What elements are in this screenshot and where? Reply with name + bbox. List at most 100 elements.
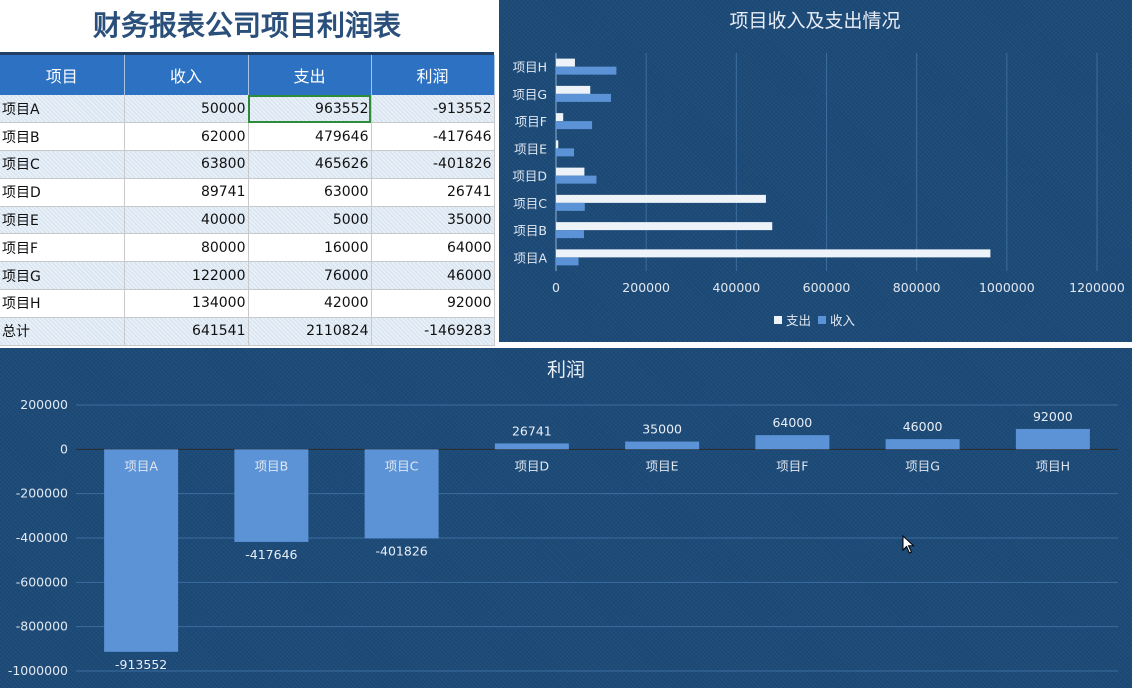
- cell-profit[interactable]: 26741: [371, 178, 495, 207]
- y-tick-label: 项目D: [512, 169, 547, 184]
- cell-expense[interactable]: 2110824: [248, 317, 372, 346]
- cell-name[interactable]: 项目F: [0, 233, 125, 263]
- bar-income: [556, 202, 585, 211]
- x-tick-label: 项目E: [646, 458, 679, 473]
- y-tick-label: 200000: [20, 397, 68, 412]
- y-tick-label: 0: [60, 441, 68, 456]
- cell-income[interactable]: 134000: [124, 289, 249, 318]
- cell-expense[interactable]: 479646: [248, 122, 372, 152]
- profit-bar: [885, 439, 960, 450]
- x-tick-label: 200000: [622, 280, 670, 295]
- cell-name[interactable]: 项目G: [0, 261, 125, 291]
- column-header-item[interactable]: 项目: [0, 55, 125, 95]
- table-row: 项目H 134000 42000 92000: [0, 289, 495, 318]
- cell-income[interactable]: 80000: [124, 233, 249, 263]
- column-header-expense[interactable]: 支出: [248, 55, 372, 95]
- income-expense-chart[interactable]: 项目收入及支出情况 0 200000 400000 600000 800000 100000…: [499, 0, 1132, 342]
- column-header-income[interactable]: 收入: [124, 55, 249, 95]
- chart-title: 项目收入及支出情况: [729, 10, 900, 32]
- x-tick-label: 1200000: [1069, 280, 1125, 295]
- data-label: -417646: [245, 547, 297, 562]
- bar-expense: [556, 249, 991, 258]
- cell-name[interactable]: 项目E: [0, 206, 125, 235]
- column-header-profit[interactable]: 利润: [371, 55, 495, 95]
- y-tick-label: 项目E: [514, 141, 547, 156]
- table-row: 项目F 80000 16000 64000: [0, 233, 495, 263]
- profit-bar: [494, 443, 569, 450]
- cell-profit[interactable]: -913552: [371, 95, 495, 124]
- cell-expense[interactable]: 76000: [248, 261, 372, 291]
- bar-income: [556, 230, 584, 239]
- cell-name[interactable]: 项目B: [0, 122, 125, 152]
- cell-expense[interactable]: 5000: [248, 206, 372, 235]
- profit-report-table-panel: 财务报表公司项目利润表 项目 收入 支出 利润 项目A 50000 963552 -9…: [0, 0, 496, 346]
- x-tick-label: 400000: [712, 280, 760, 295]
- x-tick-label: 1000000: [979, 280, 1035, 295]
- cell-profit[interactable]: -417646: [371, 122, 495, 152]
- table-body: 项目A 50000 963552 -913552 项目B 62000 479646 -4176…: [0, 95, 495, 346]
- cell-profit[interactable]: 46000: [371, 261, 495, 291]
- cell-income[interactable]: 62000: [124, 122, 249, 152]
- y-tick-label: 项目A: [513, 250, 547, 265]
- cell-name[interactable]: 项目A: [0, 95, 125, 124]
- cell-income[interactable]: 122000: [124, 261, 249, 291]
- cell-profit[interactable]: -1469283: [371, 317, 495, 346]
- cell-name[interactable]: 项目D: [0, 178, 125, 207]
- table-row: 项目A 50000 963552 -913552: [0, 95, 495, 124]
- cell-expense[interactable]: 16000: [248, 233, 372, 263]
- cell-income[interactable]: 50000: [124, 95, 249, 124]
- cell-profit[interactable]: 64000: [371, 233, 495, 263]
- data-label: 46000: [903, 419, 943, 434]
- bar-income: [556, 257, 579, 266]
- legend-swatch: [818, 316, 826, 324]
- table-row: 总计 641541 2110824 -1469283: [0, 317, 495, 346]
- bar-expense: [556, 85, 591, 94]
- x-tick-label: 0: [552, 280, 560, 295]
- cell-profit[interactable]: -401826: [371, 150, 495, 179]
- cell-name[interactable]: 总计: [0, 317, 125, 346]
- cell-name[interactable]: 项目H: [0, 289, 125, 318]
- legend-label: 收入: [830, 313, 856, 328]
- cell-income[interactable]: 40000: [124, 206, 249, 235]
- bar-income: [556, 121, 593, 130]
- x-tick-label: 项目D: [515, 458, 550, 473]
- bar-expense: [556, 222, 773, 231]
- table-row: 项目C 63800 465626 -401826: [0, 150, 495, 179]
- y-tick-label: 项目C: [513, 196, 547, 211]
- cell-profit[interactable]: 35000: [371, 206, 495, 235]
- y-tick-label: -600000: [16, 574, 68, 589]
- x-tick-label: 项目A: [124, 458, 158, 473]
- x-tick-label: 项目H: [1036, 458, 1070, 473]
- cell-expense[interactable]: 63000: [248, 178, 372, 207]
- x-tick-label: 项目B: [255, 458, 289, 473]
- x-tick-label: 项目G: [905, 458, 940, 473]
- report-table: 项目 收入 支出 利润 项目A 50000 963552 -913552 项目B 6200…: [0, 55, 495, 346]
- table-row: 项目G 122000 76000 46000: [0, 261, 495, 291]
- bar-expense: [556, 140, 559, 149]
- x-tick-label: 600000: [803, 280, 851, 295]
- report-title: 财务报表公司项目利润表: [92, 9, 401, 42]
- cell-income[interactable]: 89741: [124, 178, 249, 207]
- y-tick-label: -200000: [16, 486, 68, 501]
- data-label: 64000: [772, 415, 812, 430]
- income-expense-chart-panel: 项目收入及支出情况 0 200000 400000 600000 800000 100000…: [499, 0, 1132, 342]
- y-tick-label: 项目F: [515, 114, 547, 129]
- cell-expense[interactable]: 465626: [248, 150, 372, 179]
- data-label: 35000: [642, 422, 682, 437]
- cell-name[interactable]: 项目C: [0, 150, 125, 179]
- profit-bar: [755, 435, 830, 450]
- profit-chart[interactable]: 利润 200000 0 -200000 -400000 -600000 -800000 -10…: [0, 348, 1132, 688]
- x-tick-label: 项目F: [776, 458, 808, 473]
- cell-profit[interactable]: 92000: [371, 289, 495, 318]
- bar-income: [556, 175, 597, 184]
- cell-expense[interactable]: 42000: [248, 289, 372, 318]
- bar-income: [556, 93, 612, 102]
- table-header-row: 项目 收入 支出 利润: [0, 55, 495, 95]
- bar-expense: [556, 167, 585, 176]
- cell-income[interactable]: 63800: [124, 150, 249, 179]
- cell-income[interactable]: 641541: [124, 317, 249, 346]
- bar-expense: [556, 58, 575, 67]
- bar-expense: [556, 113, 564, 122]
- y-tick-label: 项目B: [513, 223, 547, 238]
- cell-expense[interactable]: 963552: [248, 95, 372, 124]
